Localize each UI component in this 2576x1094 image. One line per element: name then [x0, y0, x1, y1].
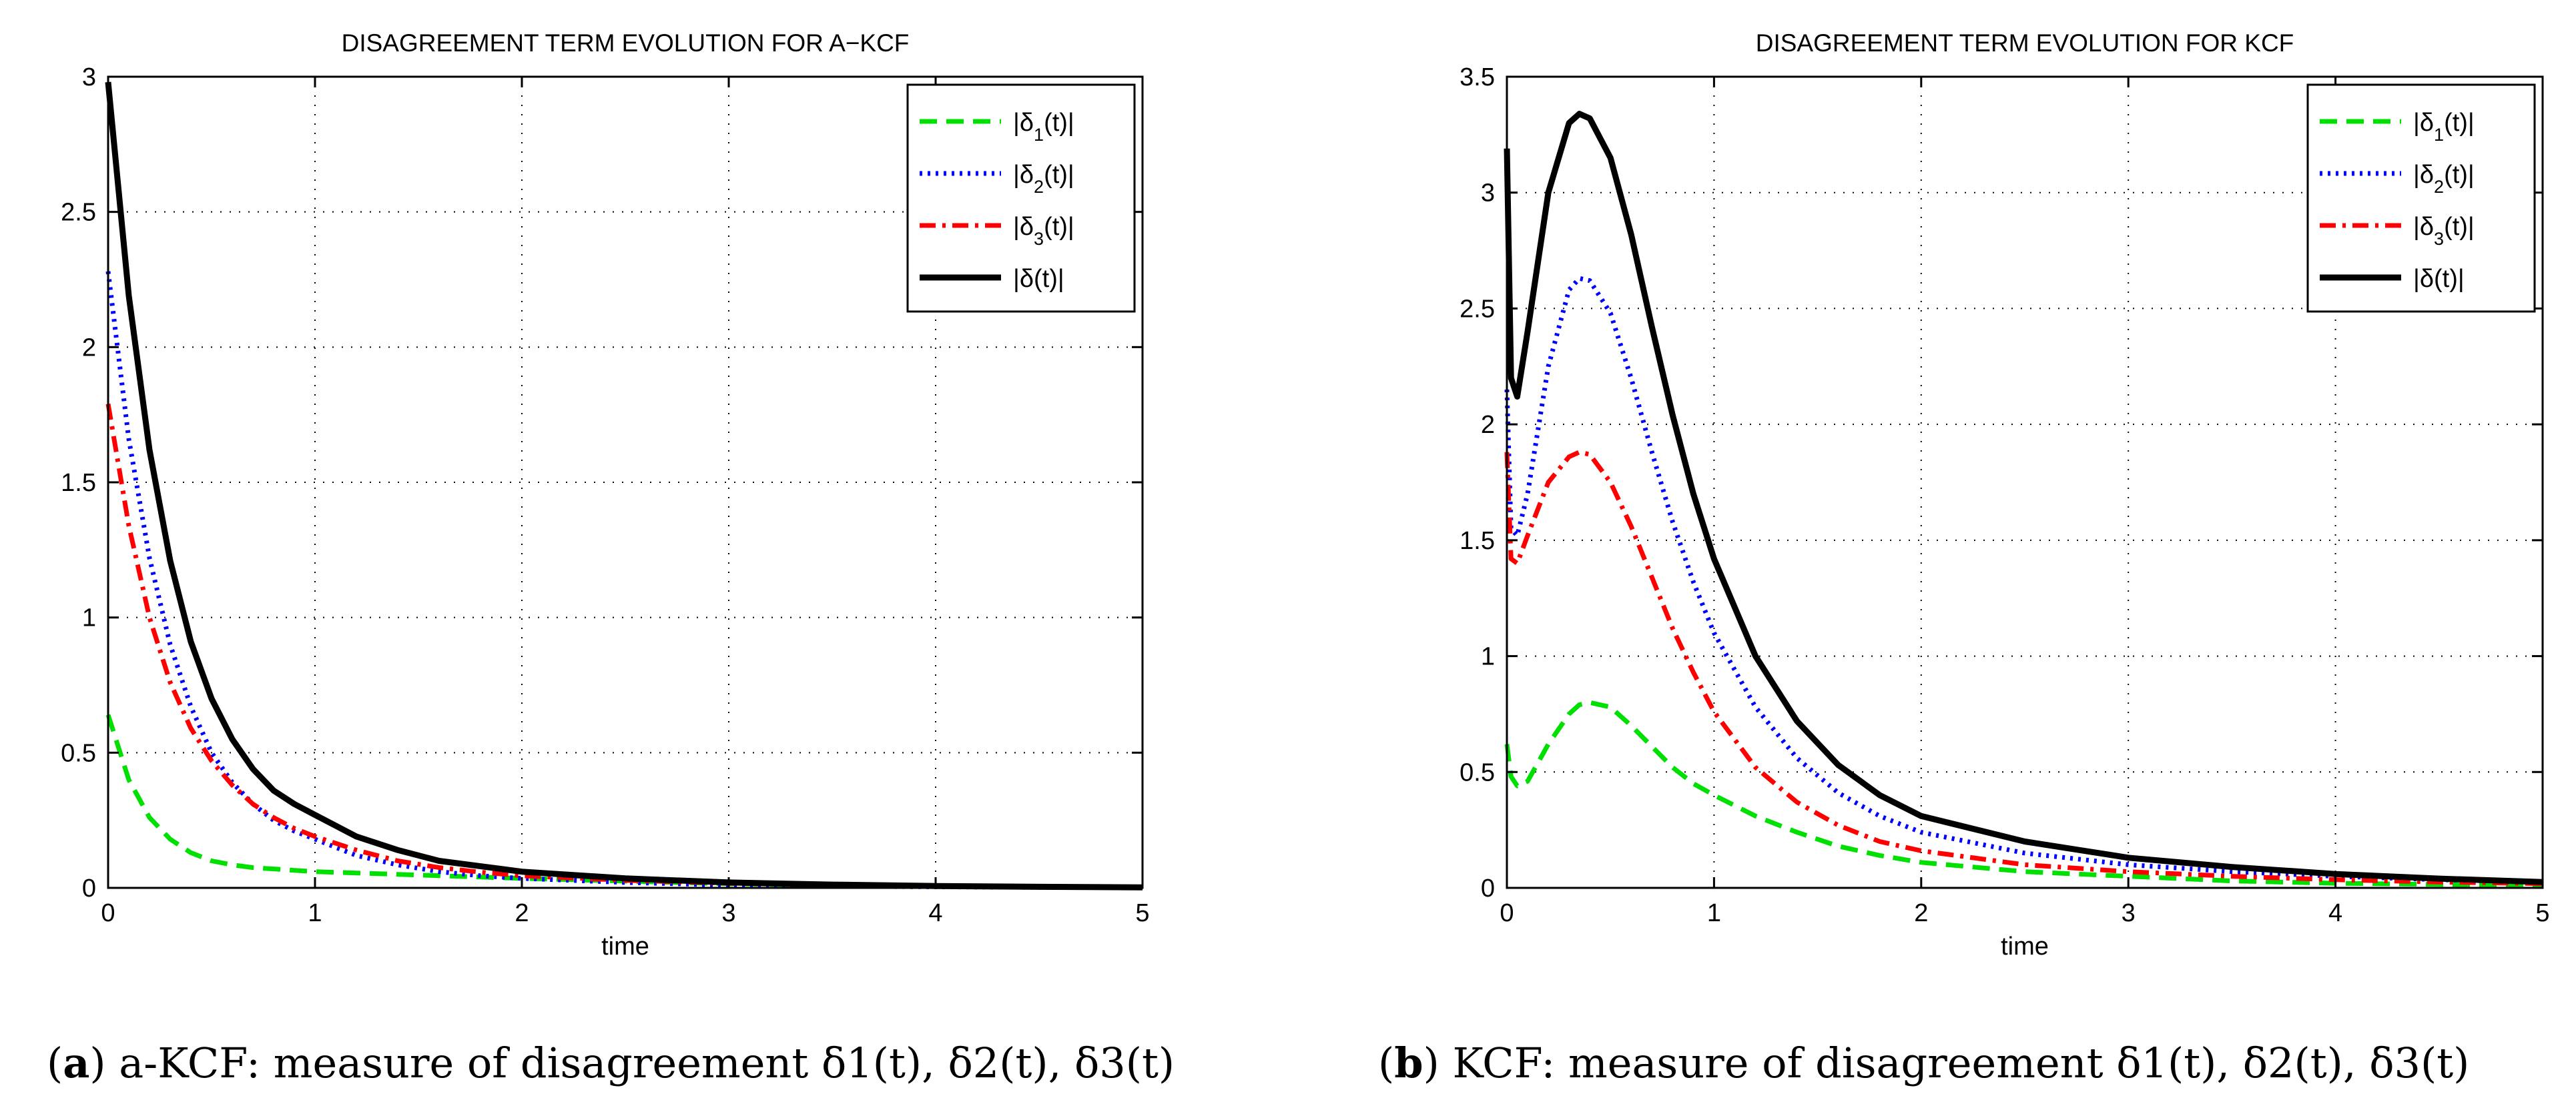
x-axis-label: time — [2001, 933, 2049, 961]
legend: |δ1(t)| |δ2(t)| |δ3(t)| |δ(t)| — [906, 83, 1136, 313]
series-line-2 — [1504, 276, 2543, 885]
x-tick-label: 0 — [1500, 899, 1514, 927]
legend-label-1: |δ1(t)| — [2413, 109, 2475, 145]
chart-a-kcf: 0 1 2 3 4 5 0 0.5 1 1.5 2 2.5 3 DISAGREEMENT TERM EVO… — [61, 29, 1149, 961]
x-tick-label: 2 — [1914, 899, 1928, 927]
x-tick-label: 4 — [928, 899, 942, 927]
chart-kcf: 0 1 2 3 4 5 0 0.5 1 1.5 2 2.5 3 3.5 DISAGREEMENT TERM … — [1460, 29, 2549, 961]
y-tick-label: 0.5 — [1460, 758, 1495, 786]
y-tick-label: 1.5 — [61, 469, 96, 497]
legend-box — [906, 83, 1136, 313]
series-line-3 — [1504, 450, 2543, 887]
y-tick-label: 1 — [1481, 643, 1495, 671]
caption-a: (a) a-KCF: measure of disagreement δ1(t)… — [47, 1039, 1175, 1087]
x-tick-label: 1 — [1707, 899, 1721, 927]
legend-label-2: |δ2(t)| — [2413, 161, 2475, 197]
legend-label-4: |δ(t)| — [1013, 265, 1064, 293]
series-line-4 — [105, 81, 1143, 891]
caption-b-math-2: δ2(t) — [2243, 1039, 2343, 1087]
chart-title: DISAGREEMENT TERM EVOLUTION FOR KCF — [1756, 29, 2294, 57]
x-axis-label: time — [601, 933, 649, 961]
axes-box — [1506, 75, 2544, 889]
x-tick-label: 5 — [1135, 899, 1149, 927]
x-tick-label: 2 — [515, 899, 529, 927]
y-tick-label: 2 — [82, 334, 96, 362]
legend: |δ1(t)| |δ2(t)| |δ3(t)| |δ(t)| — [2306, 83, 2536, 313]
y-tick-label: 2.5 — [1460, 295, 1495, 323]
legend-label-3: |δ3(t)| — [1013, 213, 1074, 249]
y-tick-label: 1.5 — [1460, 527, 1495, 555]
x-tick-label: 5 — [2535, 899, 2549, 927]
y-tick-label: 3.5 — [1460, 63, 1495, 91]
series-line-4 — [1504, 111, 2543, 885]
legend-label-1: |δ1(t)| — [1013, 109, 1074, 145]
y-tick-label: 1 — [82, 604, 96, 632]
caption-a-math-2: δ2(t) — [948, 1039, 1048, 1087]
series-line-3 — [105, 403, 1143, 890]
caption-b: (b) KCF: measure of disagreement δ1(t), … — [1378, 1039, 2469, 1087]
x-tick-label: 3 — [2122, 899, 2136, 927]
legend-label-3: |δ3(t)| — [2413, 213, 2475, 249]
x-tick-label: 3 — [721, 899, 735, 927]
caption-b-math-1: δ1(t) — [2116, 1039, 2216, 1087]
legend-label-2: |δ2(t)| — [1013, 161, 1074, 197]
chart-title: DISAGREEMENT TERM EVOLUTION FOR A−KCF — [342, 29, 910, 57]
y-tick-label: 2.5 — [61, 199, 96, 227]
y-tick-label: 3 — [1481, 179, 1495, 207]
y-tick-label: 0.5 — [61, 739, 96, 767]
y-tick-label: 3 — [82, 63, 96, 91]
caption-b-math-3: δ3(t) — [2369, 1039, 2469, 1087]
x-tick-label: 4 — [2328, 899, 2342, 927]
caption-a-math-3: δ3(t) — [1074, 1039, 1175, 1087]
x-tick-label: 1 — [308, 899, 322, 927]
caption-a-math-1: δ1(t) — [822, 1039, 922, 1087]
legend-box — [2306, 83, 2536, 313]
y-tick-label: 0 — [82, 875, 96, 903]
legend-label-4: |δ(t)| — [2413, 265, 2465, 293]
x-tick-label: 0 — [101, 899, 115, 927]
y-tick-label: 0 — [1481, 875, 1495, 903]
y-tick-label: 2 — [1481, 411, 1495, 439]
